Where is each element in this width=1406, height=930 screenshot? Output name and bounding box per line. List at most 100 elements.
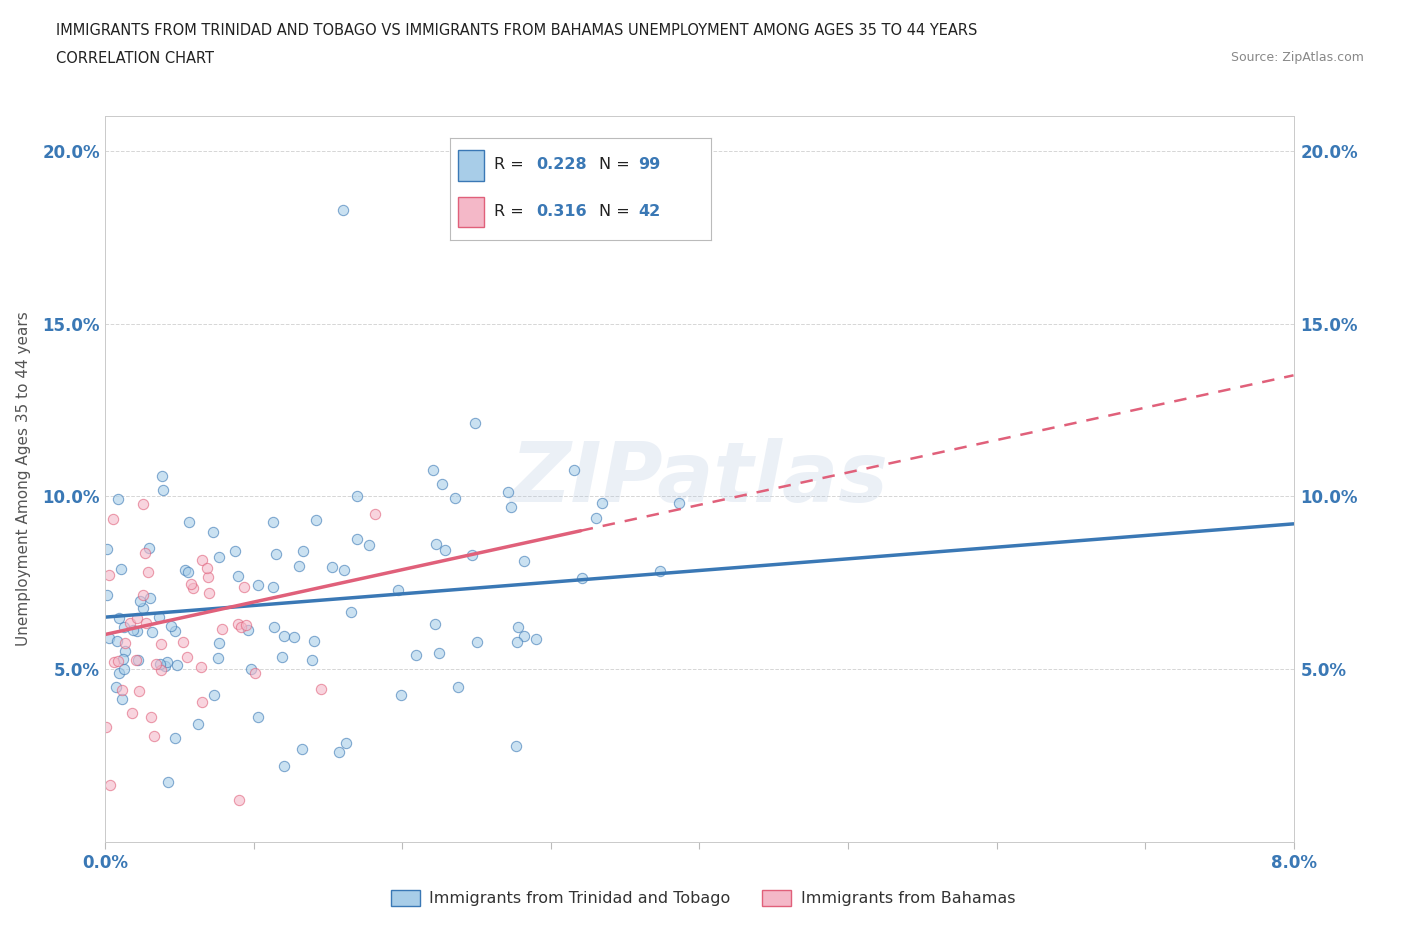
Point xyxy=(121,705,143,720)
Point xyxy=(107,654,129,669)
Point xyxy=(135,616,157,631)
Point xyxy=(149,636,172,651)
Point xyxy=(132,497,155,512)
Point xyxy=(191,695,214,710)
Point xyxy=(506,619,529,634)
Point xyxy=(191,552,214,567)
Point xyxy=(247,710,270,724)
Point xyxy=(127,653,149,668)
Point xyxy=(427,645,450,660)
Point xyxy=(107,491,129,506)
Point xyxy=(150,469,173,484)
Point xyxy=(364,506,387,521)
Legend: Immigrants from Trinidad and Tobago, Immigrants from Bahamas: Immigrants from Trinidad and Tobago, Imm… xyxy=(384,884,1022,912)
Point xyxy=(309,681,332,696)
Point xyxy=(128,684,150,698)
Point xyxy=(346,532,368,547)
Point xyxy=(321,560,343,575)
Point xyxy=(305,512,328,527)
Point xyxy=(291,741,314,756)
Point xyxy=(464,415,486,430)
Point xyxy=(97,567,120,582)
Point xyxy=(160,618,183,633)
Point xyxy=(118,616,141,631)
Point xyxy=(195,561,218,576)
Point xyxy=(443,491,465,506)
Point xyxy=(273,758,295,773)
Point xyxy=(111,692,134,707)
Point xyxy=(172,634,194,649)
Point xyxy=(346,488,368,503)
Point xyxy=(271,650,294,665)
Point xyxy=(232,579,254,594)
Point xyxy=(264,546,287,561)
Point xyxy=(505,738,527,753)
Point xyxy=(138,540,160,555)
Point xyxy=(423,617,446,631)
Point xyxy=(101,512,124,526)
Point xyxy=(134,546,156,561)
Point xyxy=(187,716,209,731)
Point xyxy=(243,666,266,681)
Point xyxy=(112,662,135,677)
Point xyxy=(301,653,323,668)
Point xyxy=(262,514,284,529)
Point xyxy=(112,651,135,666)
Point xyxy=(433,543,456,558)
Point xyxy=(152,483,174,498)
Text: ZIPatlas: ZIPatlas xyxy=(510,438,889,520)
Point xyxy=(226,617,249,631)
Point xyxy=(153,658,176,673)
Point xyxy=(302,633,325,648)
Point xyxy=(141,710,163,724)
Point xyxy=(288,558,311,573)
Point xyxy=(105,680,128,695)
Point xyxy=(148,657,170,671)
Point xyxy=(122,623,145,638)
Point xyxy=(114,636,136,651)
Point xyxy=(591,496,613,511)
Point xyxy=(465,635,488,650)
Point xyxy=(197,570,219,585)
Point xyxy=(96,542,118,557)
Point xyxy=(506,634,529,649)
Point xyxy=(176,649,198,664)
Point xyxy=(143,729,166,744)
Point xyxy=(114,644,136,658)
Point xyxy=(208,636,231,651)
Point xyxy=(262,579,284,594)
Text: CORRELATION CHART: CORRELATION CHART xyxy=(56,51,214,66)
Point xyxy=(177,565,200,579)
Point xyxy=(513,629,536,644)
Point xyxy=(571,570,593,585)
Point xyxy=(198,586,221,601)
Point xyxy=(163,730,186,745)
Point xyxy=(461,548,484,563)
Point xyxy=(180,577,202,591)
Point xyxy=(145,656,167,671)
Point xyxy=(235,618,257,632)
Point xyxy=(98,631,121,646)
Point xyxy=(94,719,117,734)
Point xyxy=(202,688,225,703)
Point xyxy=(132,588,155,603)
Point xyxy=(585,511,607,525)
Point xyxy=(107,610,129,625)
Point xyxy=(190,659,212,674)
Point xyxy=(110,562,132,577)
Point xyxy=(422,463,444,478)
Point xyxy=(136,565,159,579)
Point xyxy=(107,633,129,648)
Point xyxy=(148,610,170,625)
Point xyxy=(224,543,246,558)
Point xyxy=(156,775,179,790)
Point xyxy=(131,600,153,615)
Point xyxy=(207,550,229,565)
Text: Source: ZipAtlas.com: Source: ZipAtlas.com xyxy=(1230,51,1364,64)
Point xyxy=(183,580,205,595)
Point xyxy=(333,563,356,578)
Point xyxy=(283,630,305,644)
Point xyxy=(201,525,224,539)
Point xyxy=(163,624,186,639)
Point xyxy=(425,537,447,551)
